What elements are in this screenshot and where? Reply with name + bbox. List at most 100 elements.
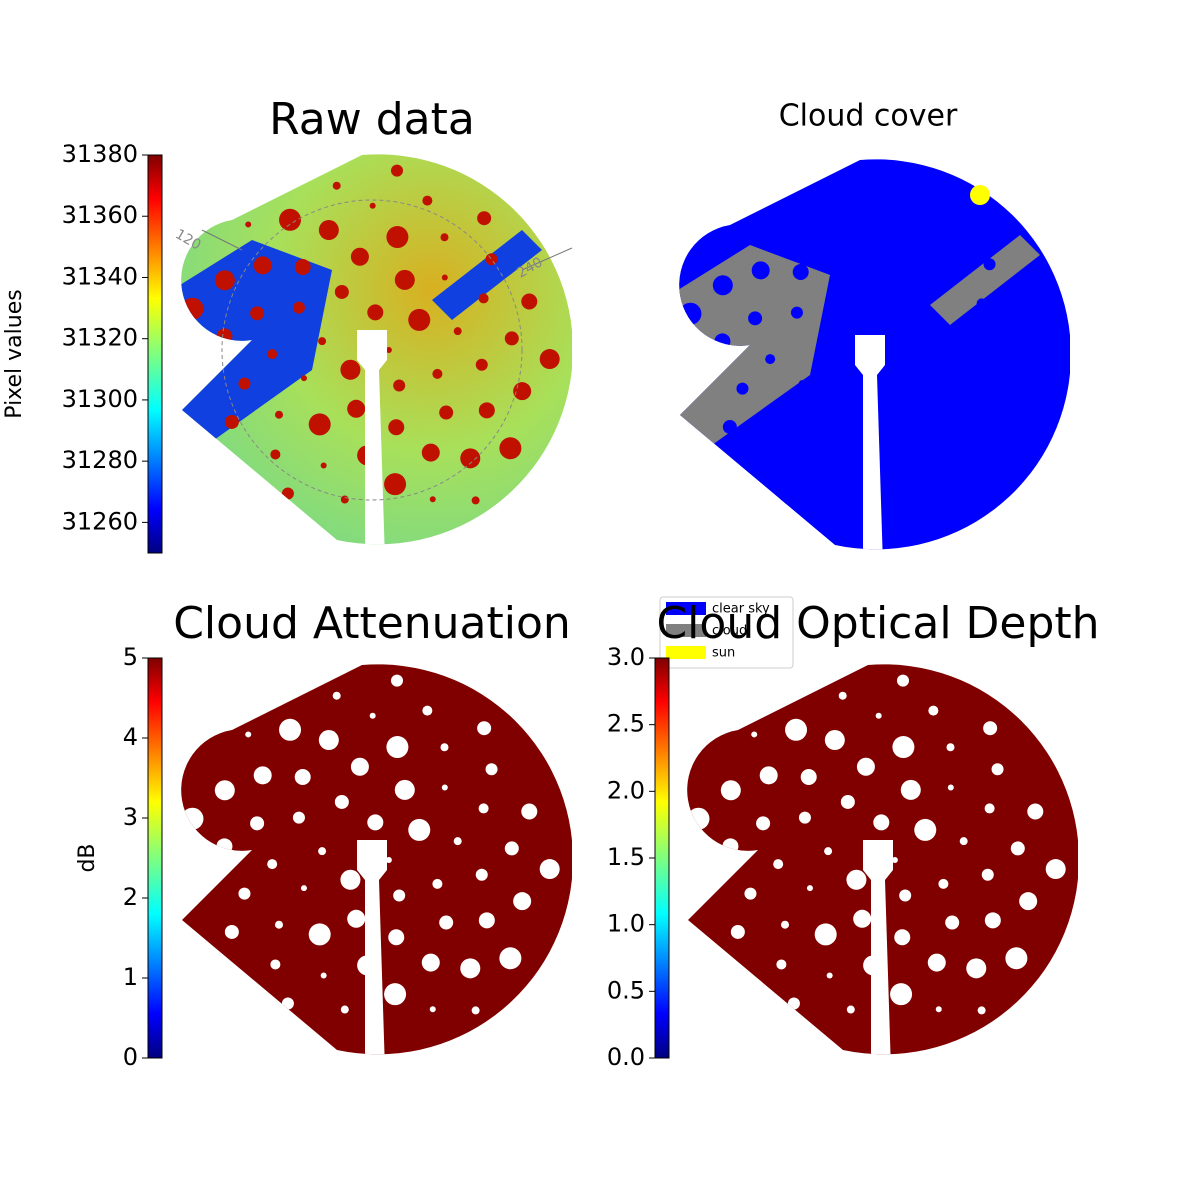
spot [896,674,909,687]
spot [736,382,749,395]
spot [865,309,882,326]
spot [938,878,949,889]
spot [984,912,1001,929]
spot [1002,336,1017,351]
colorbar-tick-label: 3 [123,803,138,831]
blob [930,235,1040,325]
spot [938,238,947,247]
spot [759,766,778,785]
image-body [181,154,572,545]
panel-title: Cloud Attenuation [173,598,571,649]
spot [350,247,369,266]
spot [838,364,859,385]
spot [698,872,717,891]
spot [408,818,431,841]
colorbar [147,154,163,554]
spot [281,997,294,1010]
spot [798,380,805,387]
colorbar-tick-label: 0.5 [607,976,645,1004]
spot [214,270,235,291]
spot [225,456,242,473]
spot [730,924,745,939]
spot [332,691,341,700]
spot [840,794,855,809]
spot [816,342,825,351]
spot [318,220,339,241]
blob [432,230,542,320]
colorbar-tick-label: 31380 [62,140,138,168]
spot [429,496,436,503]
spot [824,847,833,856]
colorbar-tick-label: 0 [123,1043,138,1071]
spot [270,959,281,970]
spot [991,763,1004,776]
spot [460,448,481,469]
spot [422,195,433,206]
spot [1027,803,1044,820]
spot [441,784,448,791]
spot [504,841,519,856]
spot [723,461,740,478]
spot [471,496,480,505]
spot [1019,298,1036,315]
spot [478,803,489,814]
spot [253,256,272,275]
spot [294,768,311,785]
spot [216,838,233,855]
polar-axis [201,229,243,251]
spot [824,730,845,751]
spot [714,333,731,350]
spot [892,274,913,295]
spot [429,1006,436,1013]
legend-label: cloud [712,624,747,639]
mask [855,335,885,550]
spot [973,363,986,376]
colorbar-tick-label: 0.0 [607,1043,645,1071]
cloud-image [679,159,1070,550]
spot [958,453,979,474]
spot [421,443,440,462]
spot [946,743,955,752]
spot [927,501,934,508]
spot [937,410,952,425]
spot [806,885,813,892]
spot [270,449,281,460]
spot [421,953,440,972]
raw-image [181,154,572,545]
spot [386,226,409,249]
spot [181,807,204,830]
spot [1010,841,1025,856]
sun-marker [970,185,990,205]
spot [367,814,384,831]
spot [539,859,560,880]
spot [838,691,847,700]
spot [369,712,376,719]
spot [679,302,702,325]
polar-axis [521,247,573,271]
spot [832,289,847,304]
spot [826,972,833,979]
spot [485,763,498,776]
colorbar-tick-label: 1.0 [607,910,645,938]
spot [350,757,369,776]
spot [439,405,454,420]
spot [422,705,433,716]
spot [816,225,837,246]
spot [712,275,733,296]
spot [388,419,405,436]
colorbar-tick-label: 31300 [62,385,138,413]
spot [891,857,898,863]
spot [830,186,839,195]
spot [891,384,904,397]
colorbar-tick-label: 2.5 [607,710,645,738]
spot [294,258,311,275]
spot [927,953,946,972]
spot [722,419,737,434]
colorbar-tick-label: 2 [123,883,138,911]
mask [357,840,387,1055]
spot [478,402,495,419]
spot [238,377,251,390]
spot [765,354,776,365]
spot [477,211,492,226]
spot [883,352,890,358]
